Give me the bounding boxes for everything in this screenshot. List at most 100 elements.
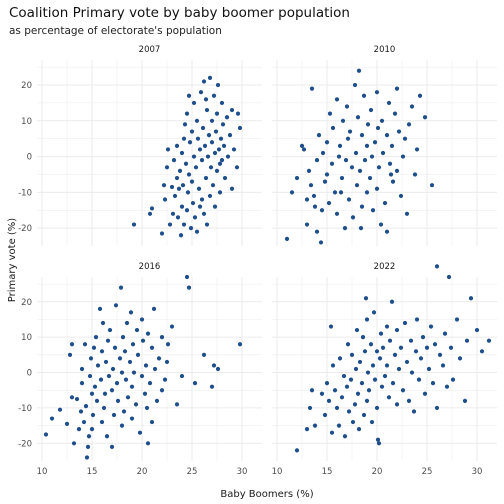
x-tick-label: 25 (187, 467, 198, 477)
data-point (322, 412, 328, 418)
data-point (409, 370, 415, 375)
data-point (400, 154, 406, 159)
data-point (341, 373, 347, 379)
data-point (122, 349, 128, 354)
data-point (117, 356, 123, 361)
x-tick-label: 25 (422, 467, 433, 477)
data-point (364, 143, 370, 148)
data-point (375, 437, 381, 442)
data-point (284, 236, 290, 241)
data-point (129, 384, 135, 389)
data-point (124, 320, 130, 326)
data-point (82, 342, 88, 347)
data-point (361, 412, 367, 418)
data-point (128, 310, 134, 315)
data-point (217, 161, 223, 166)
data-point (125, 395, 131, 400)
data-point (224, 115, 230, 120)
data-point (345, 136, 351, 141)
data-point (394, 327, 400, 333)
data-point (408, 338, 414, 343)
data-point (354, 327, 360, 333)
data-point (343, 158, 349, 163)
data-point (119, 370, 125, 375)
data-point (356, 427, 362, 432)
data-point (345, 342, 351, 347)
data-point (306, 168, 312, 173)
data-point (210, 183, 216, 188)
data-point (237, 342, 243, 347)
data-point (81, 419, 87, 425)
data-point (169, 184, 175, 190)
data-point (105, 338, 111, 343)
data-point (111, 412, 117, 418)
data-point (159, 231, 165, 236)
data-point (186, 172, 192, 177)
data-point (140, 338, 146, 343)
data-point (91, 345, 97, 350)
data-point (164, 359, 170, 365)
data-point (388, 172, 394, 177)
data-point (474, 327, 480, 333)
data-point (167, 222, 173, 227)
data-point (339, 175, 345, 181)
data-point (225, 154, 231, 159)
data-point (329, 430, 335, 435)
data-point (370, 363, 376, 368)
data-point (375, 125, 381, 131)
data-point (69, 342, 75, 347)
data-point (374, 349, 380, 354)
data-point (101, 405, 107, 411)
data-point (93, 335, 99, 340)
data-point (398, 193, 404, 199)
data-point (416, 377, 422, 382)
data-point (202, 143, 208, 148)
data-point (320, 150, 326, 156)
data-point (337, 143, 343, 148)
y-tick-label: 0 (27, 369, 32, 379)
data-point (314, 158, 320, 163)
data-point (352, 82, 358, 88)
data-point (454, 317, 460, 322)
data-point (188, 226, 194, 231)
data-point (384, 324, 390, 329)
data-point (440, 363, 446, 368)
data-point (392, 111, 398, 116)
y-tick-label: 10 (21, 333, 32, 343)
data-point (378, 222, 384, 227)
data-point (386, 395, 392, 400)
data-point (326, 398, 332, 403)
data-point (358, 226, 364, 231)
data-point (145, 441, 151, 446)
data-point (137, 430, 143, 435)
data-point (123, 377, 129, 382)
data-point (406, 122, 412, 127)
data-point (129, 416, 135, 421)
data-point (189, 129, 195, 134)
data-point (203, 97, 209, 102)
data-point (346, 409, 352, 414)
data-point (143, 363, 149, 368)
data-point (147, 381, 153, 386)
data-point (389, 299, 395, 304)
data-point (357, 168, 363, 173)
data-point (177, 168, 183, 173)
data-point (457, 356, 463, 361)
data-point (79, 366, 85, 372)
data-point (115, 398, 121, 403)
data-point (432, 342, 438, 347)
data-point (398, 345, 404, 350)
data-point (113, 303, 119, 308)
data-point (365, 370, 371, 375)
data-point (234, 165, 240, 170)
data-point (359, 204, 365, 209)
data-point (121, 409, 127, 414)
data-point (409, 104, 415, 109)
data-point (184, 274, 190, 280)
data-point (104, 434, 110, 439)
data-point (389, 143, 395, 148)
data-point (134, 327, 140, 333)
data-point (312, 204, 318, 209)
x-tick-label: 10 (37, 467, 48, 477)
data-point (152, 366, 158, 372)
